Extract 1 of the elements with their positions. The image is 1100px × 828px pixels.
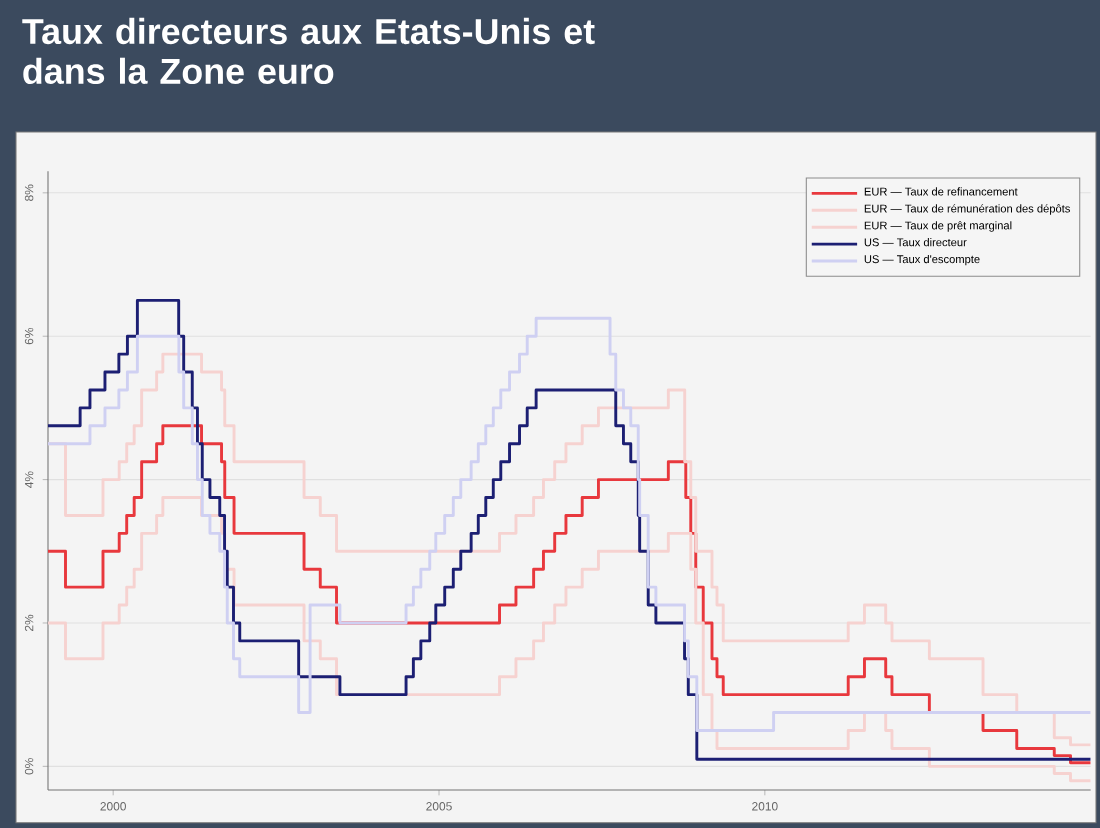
chart-title: Taux directeurs aux Etats-Unis et dans la Zone euro bbox=[22, 17, 595, 85]
